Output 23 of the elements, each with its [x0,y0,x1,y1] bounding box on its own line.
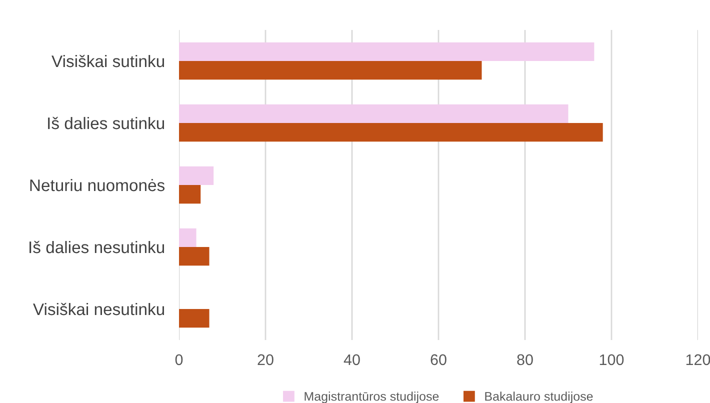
x-tick-label: 20 [258,354,274,366]
bar [179,185,201,204]
x-tick-label: 0 [175,354,183,366]
y-tick-label: Iš dalies sutinku [48,116,164,130]
x-tick-label: 40 [344,354,360,366]
y-tick-label: Visiškai sutinku [52,54,164,68]
x-tick-label: 100 [600,354,624,366]
bar [179,228,196,247]
x-tick-label: 60 [430,354,446,366]
legend-label: Bakalauro studijose [485,392,593,403]
bar [179,61,482,80]
y-tick-label: Iš dalies nesutinku [30,240,164,254]
bar [179,166,214,185]
bar [179,42,594,61]
bar [179,309,210,328]
y-tick-label: Neturiu nuomonės [30,178,165,192]
x-tick-label: 80 [517,354,533,366]
bar [179,123,603,142]
legend-label: Magistrantūros studijose [304,392,439,403]
y-tick-label: Visiškai nesutinku [33,302,164,316]
bar [179,247,210,266]
bar [179,104,568,123]
x-tick-label: 120 [686,354,710,366]
